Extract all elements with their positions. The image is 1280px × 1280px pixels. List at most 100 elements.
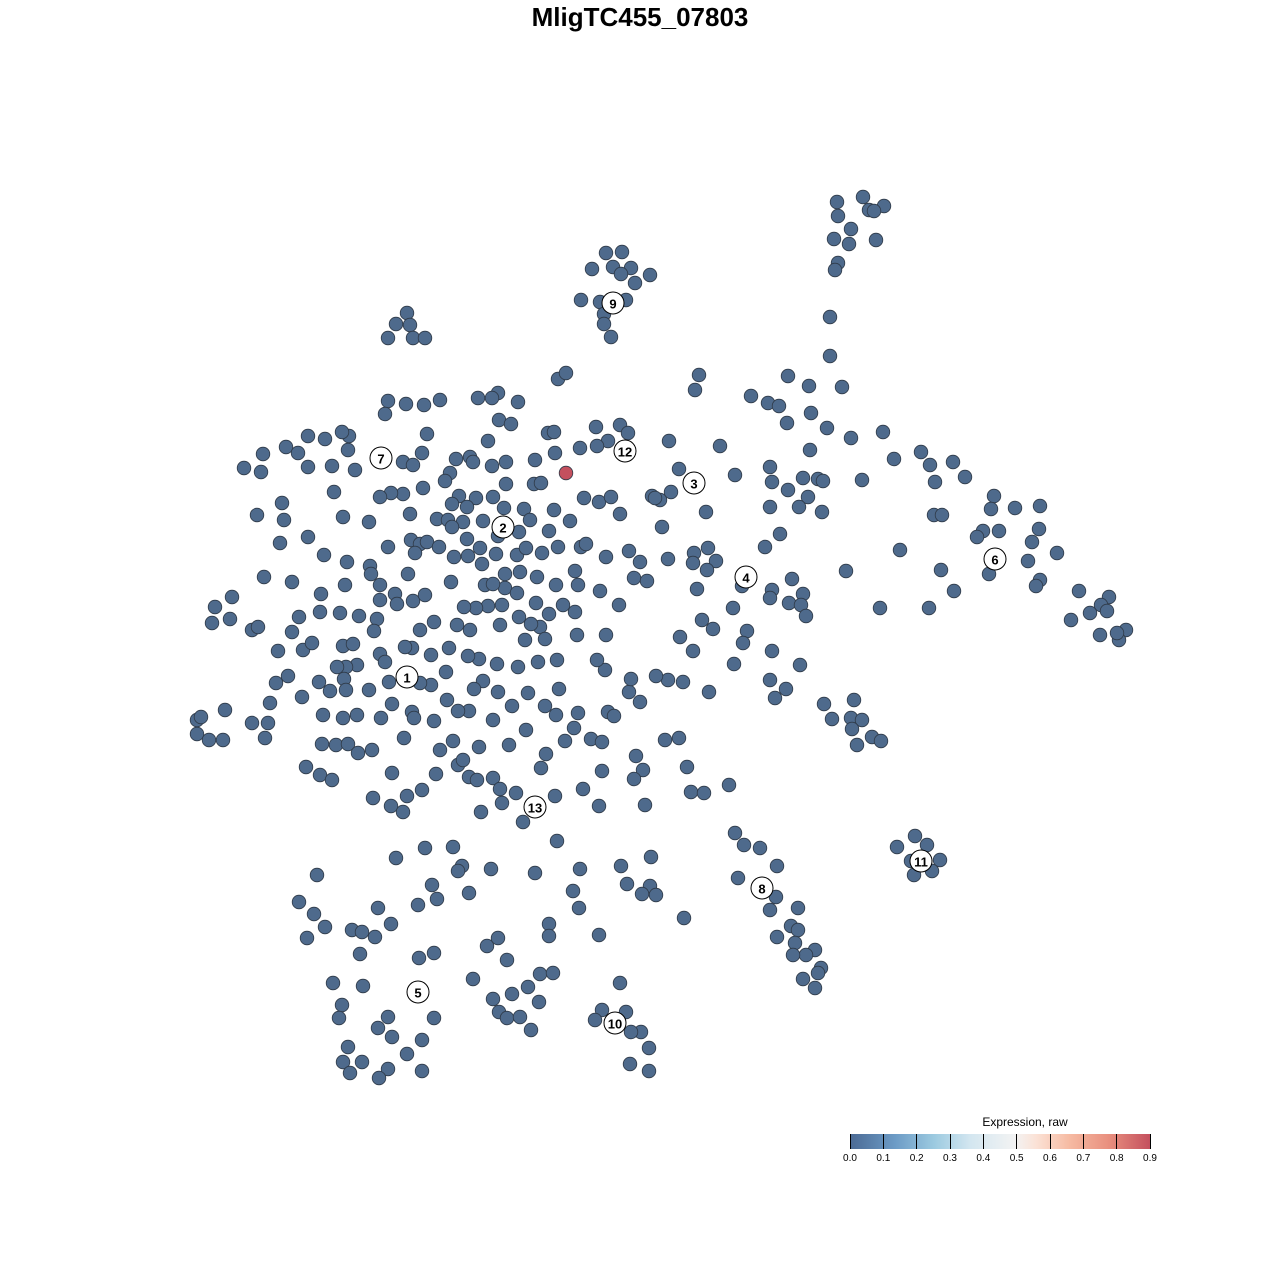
legend-tick-mark — [1049, 1134, 1051, 1149]
data-point — [687, 382, 703, 398]
cluster-label-text: 7 — [377, 452, 384, 467]
data-point — [428, 766, 444, 782]
cluster-label-text: 12 — [618, 445, 632, 460]
data-point — [520, 685, 536, 701]
data-point — [921, 600, 937, 616]
data-point — [591, 798, 607, 814]
data-point — [473, 804, 489, 820]
data-point — [399, 305, 415, 321]
data-point — [381, 674, 397, 690]
data-point — [462, 622, 478, 638]
data-point — [546, 424, 562, 440]
cluster-label-badge — [682, 471, 706, 495]
cluster-label-badge — [734, 565, 758, 589]
data-point — [496, 500, 512, 516]
cluster-label-2: 2 — [491, 515, 515, 539]
data-point — [772, 526, 788, 542]
legend-colorbar — [850, 1134, 1150, 1149]
cluster-label-10: 10 — [603, 1011, 627, 1035]
data-point — [798, 608, 814, 624]
data-point — [632, 694, 648, 710]
data-point — [567, 604, 583, 620]
data-point — [508, 785, 524, 801]
cluster-label-badge — [909, 849, 933, 873]
cluster-label-badge — [603, 1011, 627, 1035]
data-point — [406, 710, 422, 726]
data-point — [822, 348, 838, 364]
data-point — [541, 523, 557, 539]
data-point — [569, 627, 585, 643]
cluster-label-text: 3 — [690, 477, 697, 492]
data-point — [1020, 553, 1036, 569]
data-point — [511, 609, 527, 625]
data-point — [594, 763, 610, 779]
data-point — [566, 720, 582, 736]
legend-tick-mark — [1082, 1134, 1084, 1149]
cluster-label-4: 4 — [734, 565, 758, 589]
data-point — [727, 825, 743, 841]
data-point — [699, 562, 715, 578]
data-point — [365, 790, 381, 806]
data-point — [1071, 583, 1087, 599]
data-point — [347, 462, 363, 478]
cluster-label-text: 13 — [528, 801, 542, 816]
data-point — [596, 316, 612, 332]
data-point — [300, 459, 316, 475]
data-point — [932, 852, 948, 868]
data-point — [589, 438, 605, 454]
data-point — [370, 900, 386, 916]
data-point — [369, 611, 385, 627]
data-point — [727, 467, 743, 483]
data-point — [272, 535, 288, 551]
data-point — [647, 490, 663, 506]
data-point — [439, 692, 455, 708]
legend-tick-mark — [916, 1134, 918, 1149]
data-point — [603, 329, 619, 345]
legend-tick-mark — [1116, 1134, 1118, 1149]
data-point — [546, 502, 562, 518]
data-point — [548, 577, 564, 593]
data-point — [934, 507, 950, 523]
data-point — [504, 986, 520, 1002]
data-point — [337, 577, 353, 593]
data-point — [592, 583, 608, 599]
data-point — [698, 504, 714, 520]
legend-tick-label: 0.5 — [1009, 1153, 1024, 1164]
data-point — [331, 1010, 347, 1026]
data-point — [549, 833, 565, 849]
data-point — [383, 916, 399, 932]
data-point — [623, 1024, 639, 1040]
data-point — [594, 1002, 610, 1018]
data-point — [613, 858, 629, 874]
data-point — [384, 1029, 400, 1045]
data-point — [377, 406, 393, 422]
data-point — [1092, 627, 1108, 643]
data-point — [300, 428, 316, 444]
data-point — [314, 736, 330, 752]
data-point — [527, 865, 543, 881]
data-point — [380, 1009, 396, 1025]
data-point — [875, 424, 891, 440]
data-point — [792, 657, 808, 673]
data-point — [290, 445, 306, 461]
data-point — [614, 244, 630, 260]
data-point — [364, 742, 380, 758]
data-point — [361, 514, 377, 530]
data-point — [338, 682, 354, 698]
legend-tick-label: 0.4 — [976, 1153, 991, 1164]
data-point-expressed — [558, 465, 574, 481]
data-point — [969, 529, 985, 545]
data-point — [1109, 625, 1125, 641]
data-point — [324, 458, 340, 474]
data-point — [594, 734, 610, 750]
data-point — [868, 232, 884, 248]
data-point — [520, 979, 536, 995]
data-point — [826, 231, 842, 247]
data-point — [613, 266, 629, 282]
data-point — [437, 473, 453, 489]
data-point — [222, 611, 238, 627]
data-point — [345, 636, 361, 652]
data-point — [913, 444, 929, 460]
data-point — [456, 599, 472, 615]
data-point — [1049, 545, 1065, 561]
